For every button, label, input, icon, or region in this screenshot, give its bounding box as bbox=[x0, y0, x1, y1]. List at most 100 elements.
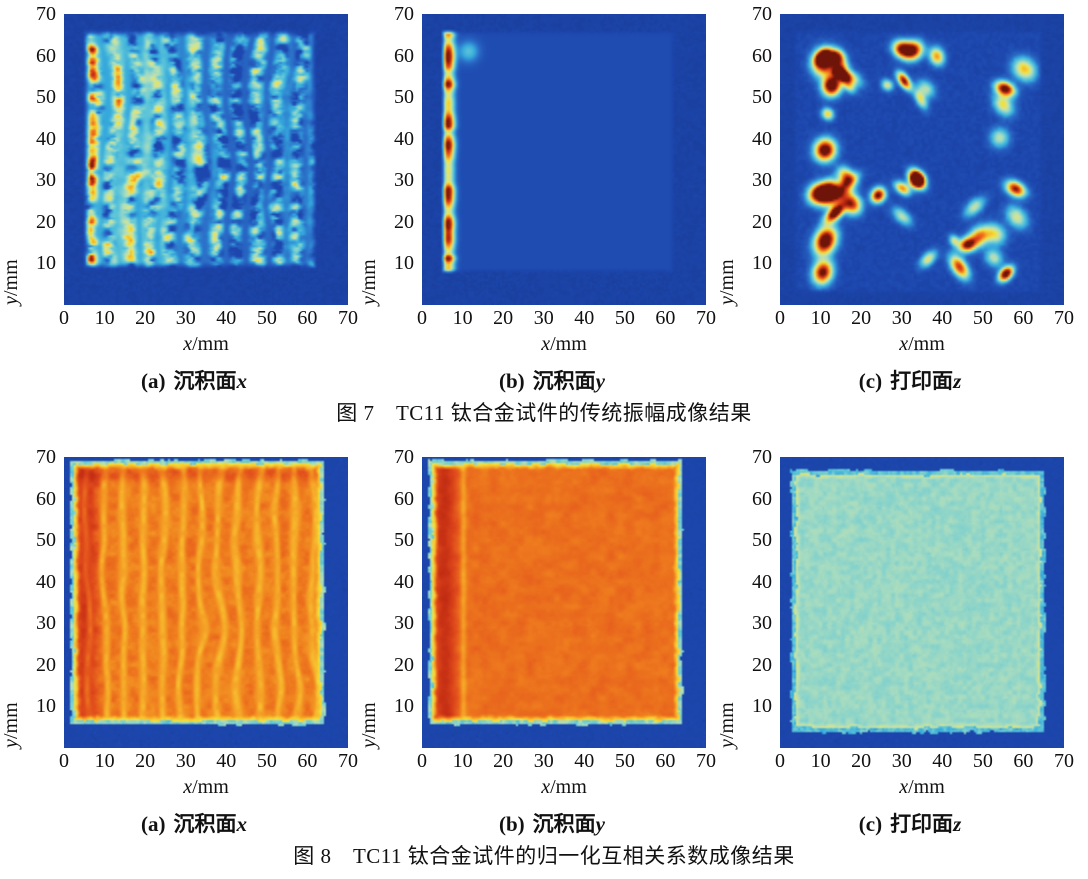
heatmap-fig8-deposition-face-x bbox=[64, 457, 348, 748]
y-tick-label: 30 bbox=[394, 612, 414, 635]
x-tick-label: 50 bbox=[614, 307, 635, 329]
fig7c-y-axis-label: y/mm bbox=[716, 259, 738, 305]
y-tick-label: 10 bbox=[36, 252, 56, 275]
figure-8-subplot-row: y/mm 70 60 50 40 30 20 10 0 10 20 30 40 50 60 70 x/mm… bbox=[0, 447, 1088, 836]
fig7c-x-axis-label: x/mm bbox=[899, 333, 945, 355]
y-tick-label: 30 bbox=[394, 169, 414, 192]
y-tick-label: 70 bbox=[394, 3, 414, 25]
x-tick-label: 30 bbox=[175, 750, 196, 772]
y-tick-label: 70 bbox=[752, 3, 772, 25]
figure-7-subplot-row: y/mm 70 60 50 40 30 20 10 0 10 20 30 40 50 60 70 x/mm… bbox=[0, 4, 1088, 393]
y-tick-label: 20 bbox=[36, 653, 56, 676]
figure-7: y/mm 70 60 50 40 30 20 10 0 10 20 30 40 50 60 70 x/mm… bbox=[0, 0, 1088, 427]
x-tick-label: 20 bbox=[135, 307, 156, 329]
x-tick-label: 50 bbox=[256, 307, 277, 329]
fig8b-plot-area bbox=[422, 457, 706, 748]
heatmap-fig7-print-face-z bbox=[780, 14, 1064, 305]
fig7a-y-axis-label: y/mm bbox=[0, 259, 22, 305]
y-tick-label: 50 bbox=[36, 86, 56, 109]
y-tick-label: 20 bbox=[36, 210, 56, 233]
x-tick-label: 10 bbox=[810, 750, 831, 772]
x-tick-label: 60 bbox=[297, 750, 318, 772]
y-tick-label: 40 bbox=[394, 127, 414, 150]
fig8a-y-axis: y/mm 70 60 50 40 30 20 10 bbox=[0, 447, 64, 748]
y-tick-label: 20 bbox=[394, 653, 414, 676]
fig8c-y-axis: y/mm 70 60 50 40 30 20 10 bbox=[716, 447, 780, 748]
y-tick-label: 30 bbox=[36, 612, 56, 635]
x-tick-label: 40 bbox=[574, 750, 595, 772]
heatmap-fig8-print-face-z bbox=[780, 457, 1064, 748]
heatmap-fig7-deposition-face-y bbox=[422, 14, 706, 305]
y-tick-label: 10 bbox=[394, 695, 414, 718]
x-tick-label: 60 bbox=[655, 307, 676, 329]
fig7a-x-ticks: 0 10 20 30 40 50 60 70 bbox=[59, 305, 358, 331]
x-tick-label: 20 bbox=[851, 307, 872, 329]
y-tick-label: 10 bbox=[394, 252, 414, 275]
heatmap-fig8-deposition-face-y bbox=[422, 457, 706, 748]
x-tick-label: 60 bbox=[655, 750, 676, 772]
fig7c-caption: (c) 打印面z bbox=[858, 369, 962, 393]
x-tick-label: 50 bbox=[972, 307, 993, 329]
y-tick-label: 10 bbox=[36, 695, 56, 718]
y-tick-label: 40 bbox=[394, 570, 414, 593]
x-tick-label: 50 bbox=[972, 750, 993, 772]
x-tick-label: 30 bbox=[533, 307, 554, 329]
fig7b-y-axis-label: y/mm bbox=[358, 259, 380, 305]
fig7a-x-axis-label: x/mm bbox=[183, 333, 229, 355]
figure-7-caption: 图 7 TC11 钛合金试件的传统振幅成像结果 bbox=[336, 401, 752, 425]
x-tick-label: 50 bbox=[256, 750, 277, 772]
fig7b-x-axis-label: x/mm bbox=[541, 333, 587, 355]
y-tick-label: 20 bbox=[394, 210, 414, 233]
x-tick-label: 70 bbox=[696, 750, 716, 772]
x-tick-label: 60 bbox=[1013, 750, 1034, 772]
x-tick-label: 10 bbox=[810, 307, 831, 329]
x-tick-label: 10 bbox=[452, 750, 473, 772]
fig7-subplot-a: y/mm 70 60 50 40 30 20 10 0 10 20 30 40 50 60 70 x/mm… bbox=[0, 4, 358, 393]
fig7a-y-axis: y/mm 70 60 50 40 30 20 10 bbox=[0, 4, 64, 305]
y-tick-label: 20 bbox=[752, 653, 772, 676]
y-tick-label: 70 bbox=[36, 3, 56, 25]
fig7a-plot-area bbox=[64, 14, 348, 305]
x-tick-label: 30 bbox=[175, 307, 196, 329]
y-tick-label: 50 bbox=[394, 529, 414, 552]
fig7a-caption: (a) 沉积面x bbox=[141, 369, 247, 393]
x-tick-label: 0 bbox=[775, 307, 785, 329]
x-tick-label: 50 bbox=[614, 750, 635, 772]
y-tick-label: 70 bbox=[752, 446, 772, 468]
x-tick-label: 70 bbox=[338, 307, 358, 329]
y-tick-label: 10 bbox=[752, 252, 772, 275]
fig7b-y-axis: y/mm 70 60 50 40 30 20 10 bbox=[358, 4, 422, 305]
x-tick-label: 20 bbox=[851, 750, 872, 772]
fig8a-y-axis-label: y/mm bbox=[0, 702, 22, 748]
fig7b-x-ticks: 0 10 20 30 40 50 60 70 bbox=[417, 305, 716, 331]
y-tick-label: 30 bbox=[752, 612, 772, 635]
x-tick-label: 40 bbox=[932, 307, 953, 329]
y-tick-label: 70 bbox=[394, 446, 414, 468]
fig8c-x-ticks: 0 10 20 30 40 50 60 70 bbox=[775, 748, 1074, 774]
x-tick-label: 70 bbox=[1054, 750, 1074, 772]
fig7c-x-ticks: 0 10 20 30 40 50 60 70 bbox=[775, 305, 1074, 331]
y-tick-label: 10 bbox=[752, 695, 772, 718]
fig8a-x-ticks: 0 10 20 30 40 50 60 70 bbox=[59, 748, 358, 774]
y-tick-label: 40 bbox=[36, 570, 56, 593]
x-tick-label: 20 bbox=[493, 307, 514, 329]
x-tick-label: 70 bbox=[338, 750, 358, 772]
x-tick-label: 60 bbox=[297, 307, 318, 329]
fig7-subplot-c: y/mm 70 60 50 40 30 20 10 0 10 20 30 40 50 60 70 x/mm… bbox=[716, 4, 1074, 393]
fig8c-plot-area bbox=[780, 457, 1064, 748]
x-tick-label: 0 bbox=[59, 750, 69, 772]
x-tick-label: 40 bbox=[574, 307, 595, 329]
x-tick-label: 70 bbox=[696, 307, 716, 329]
x-tick-label: 40 bbox=[932, 750, 953, 772]
fig7b-plot-area bbox=[422, 14, 706, 305]
y-tick-label: 70 bbox=[36, 446, 56, 468]
fig8b-x-ticks: 0 10 20 30 40 50 60 70 bbox=[417, 748, 716, 774]
heatmap-fig7-deposition-face-x bbox=[64, 14, 348, 305]
fig8c-y-axis-label: y/mm bbox=[716, 702, 738, 748]
x-tick-label: 60 bbox=[1013, 307, 1034, 329]
fig8a-x-axis-label: x/mm bbox=[183, 776, 229, 798]
fig7b-caption: (b) 沉积面y bbox=[499, 369, 605, 393]
fig8b-x-axis-label: x/mm bbox=[541, 776, 587, 798]
x-tick-label: 10 bbox=[94, 307, 115, 329]
fig7-subplot-b: y/mm 70 60 50 40 30 20 10 0 10 20 30 40 50 60 70 x/mm… bbox=[358, 4, 716, 393]
